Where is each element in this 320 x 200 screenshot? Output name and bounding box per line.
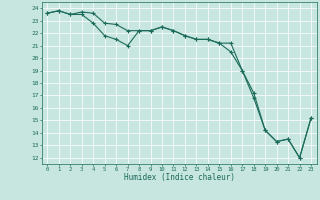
X-axis label: Humidex (Indice chaleur): Humidex (Indice chaleur) (124, 173, 235, 182)
